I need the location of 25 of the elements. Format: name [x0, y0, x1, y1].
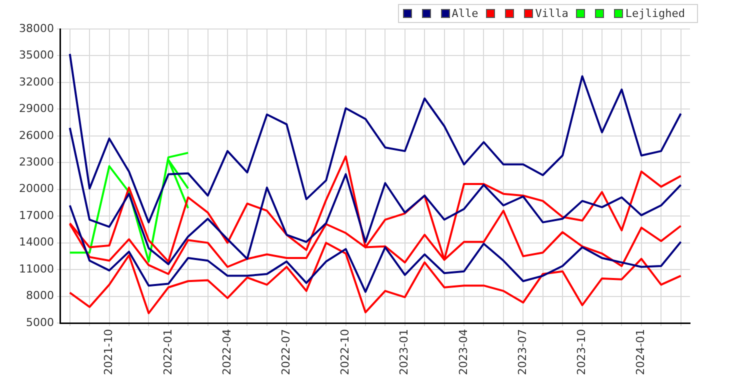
legend-label: Lejlighed [625, 7, 685, 20]
y-tick-label: 11000 [19, 262, 54, 276]
x-tick-label: 2023-01 [398, 329, 411, 375]
x-tick-label: 2022-01 [161, 329, 174, 375]
y-tick-label: 32000 [19, 75, 54, 88]
x-tick-label: 2022-04 [220, 329, 234, 375]
y-tick-label: 20000 [19, 182, 54, 196]
x-tick-label: 2022-10 [338, 329, 352, 375]
y-tick-label: 38000 [19, 22, 54, 35]
legend-label: Alle [452, 7, 478, 20]
x-tick-label: 2023-07 [516, 329, 529, 375]
y-tick-label: 17000 [19, 208, 54, 222]
y-tick-label: 26000 [19, 128, 54, 142]
y-tick-label: 35000 [19, 48, 54, 62]
legend-label: Villa [535, 7, 568, 20]
y-tick-label: 29000 [19, 102, 54, 116]
x-tick-label: 2024-01 [634, 329, 648, 375]
x-tick-label: 2023-10 [575, 329, 588, 375]
y-tick-label: 14000 [19, 236, 54, 249]
y-tick-label: 8000 [26, 289, 54, 302]
x-tick-label: 2023-04 [456, 329, 470, 375]
y-tick-label: 5000 [26, 316, 54, 329]
x-tick-label: 2021-10 [102, 329, 116, 375]
x-tick-label: 2022-07 [280, 329, 292, 375]
y-tick-label: 23000 [19, 155, 54, 168]
